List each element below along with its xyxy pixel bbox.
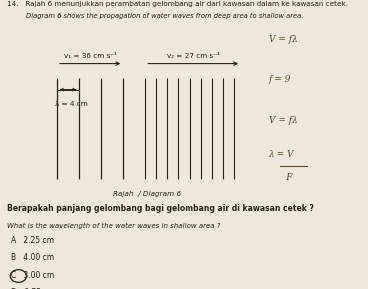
Text: Berapakah panjang gelombang bagi gelombang air di kawasan cetek ?: Berapakah panjang gelombang bagi gelomba… (7, 204, 314, 213)
Text: V = fλ: V = fλ (269, 35, 297, 44)
Text: What is the wavelength of the water waves in shallow area ?: What is the wavelength of the water wave… (7, 223, 221, 229)
Text: Rajah  / Diagram 6: Rajah / Diagram 6 (113, 191, 181, 197)
Text: C   3.00 cm: C 3.00 cm (11, 271, 54, 280)
Text: λ = V: λ = V (269, 150, 294, 159)
Text: f = 9: f = 9 (269, 75, 291, 84)
Text: D   6.75 cm: D 6.75 cm (11, 288, 55, 289)
Text: λ = 4 cm: λ = 4 cm (55, 101, 88, 107)
Text: Diagram 6 shows the propagation of water waves from deep area to shallow area.: Diagram 6 shows the propagation of water… (26, 13, 303, 19)
Text: v₂ = 27 cm s⁻¹: v₂ = 27 cm s⁻¹ (167, 53, 220, 59)
Text: 14.   Rajah 6 menunjukkan perambatan gelombang air dari kawasan dalam ke kawasan: 14. Rajah 6 menunjukkan perambatan gelom… (7, 1, 348, 8)
Text: A   2.25 cm: A 2.25 cm (11, 236, 54, 244)
Text: v₁ = 36 cm s⁻¹: v₁ = 36 cm s⁻¹ (64, 53, 117, 59)
Text: V = fλ: V = fλ (269, 116, 297, 125)
Text: B   4.00 cm: B 4.00 cm (11, 253, 54, 262)
Text: F: F (269, 173, 292, 182)
